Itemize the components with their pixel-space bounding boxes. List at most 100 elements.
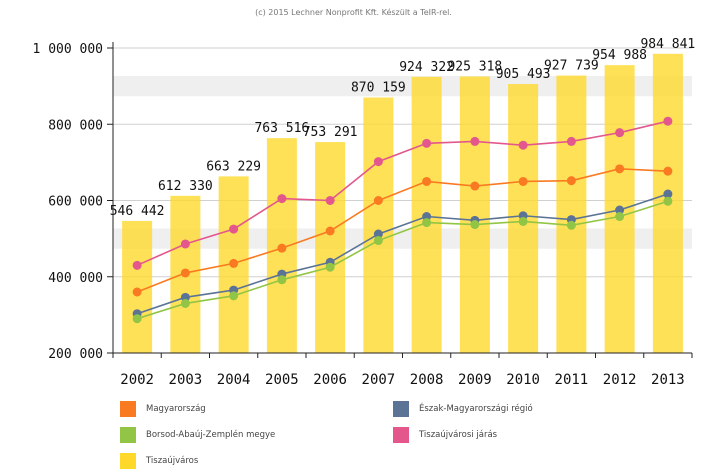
bar-data-label: 984 841	[640, 37, 695, 52]
x-tick-label: 2012	[603, 372, 637, 388]
legend-item-tiszaujvaros[interactable]: Tiszaújváros	[120, 453, 198, 469]
x-tick-label: 2008	[410, 372, 444, 388]
series-point	[615, 212, 625, 222]
series-point	[277, 194, 287, 204]
series-point	[277, 243, 287, 253]
series-point	[663, 196, 673, 206]
grid-band	[113, 304, 692, 325]
bar	[122, 220, 153, 353]
series-point	[470, 181, 480, 191]
series-point	[180, 268, 190, 278]
x-tick-label: 2010	[506, 372, 540, 388]
y-tick-label: 800 000	[48, 118, 103, 133]
x-tick-label: 2003	[169, 372, 203, 388]
series-point	[229, 291, 239, 301]
series-point	[229, 258, 239, 268]
x-tick-label: 2007	[362, 372, 396, 388]
legend-item-tiszaujvarosi-jaras[interactable]: Tiszaújvárosi járás	[393, 427, 497, 443]
chart-svg: 200 000 400 000 600 000 800 000 1 000 000 546…	[33, 37, 696, 388]
series-point	[373, 196, 383, 205]
bar-data-label: 954 988	[592, 48, 647, 63]
legend-item-magyarorszag[interactable]: Magyarország	[120, 401, 206, 417]
credit-text: (c) 2015 Lechner Nonprofit Kft. Készült …	[255, 8, 452, 17]
legend-swatch	[393, 401, 409, 417]
series-point	[518, 216, 528, 226]
bar-data-label: 905 493	[496, 67, 551, 82]
x-tick-label: 2009	[458, 372, 492, 388]
bar-data-label: 546 442	[110, 204, 165, 219]
series-line	[136, 193, 669, 315]
legend-swatch	[120, 427, 136, 443]
legend-label: Észak-Magyarországi régió	[419, 404, 533, 414]
bar	[459, 76, 490, 354]
series-point	[470, 220, 480, 230]
series-point	[663, 116, 673, 126]
y-tick-label: 1 000 000	[33, 42, 103, 57]
bar-data-label: 925 318	[447, 59, 502, 74]
series-point	[566, 220, 576, 230]
grid-band	[113, 76, 692, 97]
series-point	[615, 128, 625, 138]
bar-data-label: 763 516	[254, 121, 309, 136]
x-tick-label: 2006	[313, 372, 347, 388]
series-point	[566, 176, 576, 186]
y-tick-label: 200 000	[48, 347, 103, 362]
bar-data-label: 663 229	[206, 159, 261, 174]
bar-data-label: 924 322	[399, 60, 454, 75]
series-point	[180, 239, 190, 249]
series-point	[132, 287, 142, 297]
bar-data-label: 753 291	[303, 125, 358, 140]
bar	[363, 97, 394, 353]
series-point	[325, 196, 335, 205]
x-tick-label: 2005	[265, 372, 299, 388]
legend-swatch	[120, 453, 136, 469]
series-point	[325, 226, 335, 236]
series-point	[615, 205, 625, 215]
x-tick-label: 2013	[651, 372, 685, 388]
x-tick-label: 2002	[120, 372, 154, 388]
series-line	[136, 168, 668, 293]
series-point	[470, 136, 480, 146]
series-point	[663, 189, 673, 199]
x-tick-label: 2004	[217, 372, 251, 388]
y-tick-label: 400 000	[48, 271, 103, 286]
series-point	[229, 224, 239, 234]
series-point	[518, 176, 528, 186]
series-point	[566, 136, 576, 146]
series-point	[325, 262, 335, 272]
series-point	[373, 236, 383, 246]
series-point	[180, 298, 190, 308]
grid-band	[113, 152, 692, 173]
bar-data-label: 870 159	[351, 81, 406, 96]
series-point	[132, 260, 142, 270]
legend-label: Tiszaújváros	[146, 456, 199, 466]
bar-data-label: 612 330	[158, 179, 213, 194]
grid-band	[113, 228, 692, 249]
y-tick-label: 600 000	[48, 195, 103, 210]
series-point	[373, 229, 383, 239]
series-point	[518, 140, 528, 150]
legend-item-eszak-magyarorszagi-regio[interactable]: Észak-Magyarországi régió	[393, 401, 533, 417]
bar	[315, 142, 346, 353]
bar-data-label: 927 739	[544, 59, 599, 74]
series-line	[136, 120, 669, 267]
legend-swatch	[120, 401, 136, 417]
legend-label: Tiszaújvárosi járás	[419, 430, 498, 440]
bar	[556, 75, 587, 354]
series-point	[422, 218, 432, 228]
legend: Magyarország Észak-Magyarországi régió B…	[120, 401, 680, 473]
series-line	[136, 200, 669, 320]
x-tick-label: 2011	[555, 372, 589, 388]
series-point	[615, 164, 625, 174]
series-point	[373, 157, 383, 167]
series-point	[132, 314, 142, 324]
series-point	[422, 176, 432, 186]
series-point	[277, 275, 287, 285]
legend-swatch	[393, 427, 409, 443]
series-point	[422, 138, 432, 148]
legend-label: Magyarország	[146, 404, 206, 414]
series-point	[663, 166, 673, 176]
legend-label: Borsod-Abaúj-Zemplén megye	[146, 430, 276, 440]
legend-item-borsod-abauj-zemplen-megye[interactable]: Borsod-Abaúj-Zemplén megye	[120, 427, 275, 443]
